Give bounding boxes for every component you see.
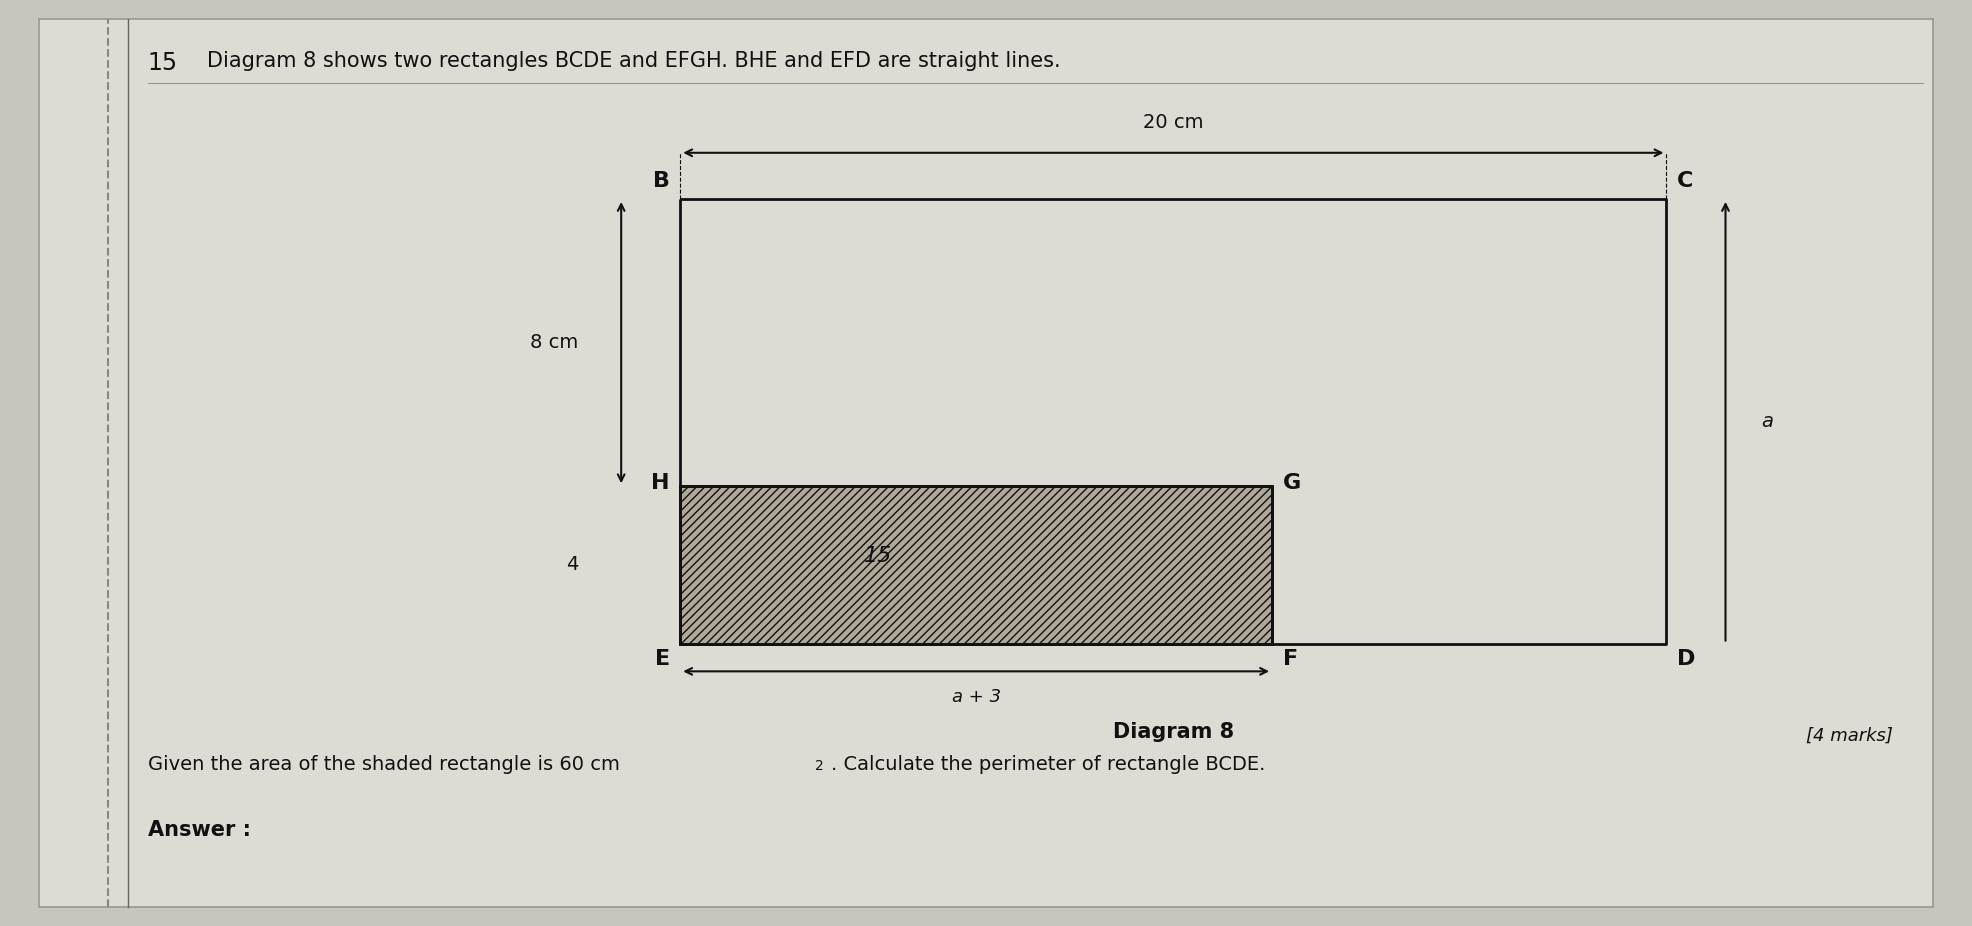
Text: Given the area of the shaded rectangle is 60 cm: Given the area of the shaded rectangle i… [148, 755, 619, 774]
Text: F: F [1282, 648, 1298, 669]
Text: a: a [1761, 412, 1773, 431]
Text: 2: 2 [814, 759, 824, 773]
Text: Diagram 8 shows two rectangles BCDE and EFGH. BHE and EFD are straight lines.: Diagram 8 shows two rectangles BCDE and … [207, 51, 1061, 71]
Text: G: G [1282, 473, 1302, 493]
Text: . Calculate the perimeter of rectangle BCDE.: . Calculate the perimeter of rectangle B… [830, 755, 1266, 774]
Polygon shape [680, 486, 1272, 644]
Text: B: B [653, 170, 670, 191]
Text: 20 cm: 20 cm [1144, 113, 1203, 132]
Text: 4: 4 [566, 556, 578, 574]
Text: C: C [1676, 170, 1694, 191]
Text: 8 cm: 8 cm [530, 333, 578, 352]
Text: [4 marks]: [4 marks] [1806, 727, 1893, 745]
FancyBboxPatch shape [39, 19, 1933, 907]
Text: D: D [1676, 648, 1696, 669]
Text: 15: 15 [864, 545, 891, 566]
Text: E: E [655, 648, 670, 669]
Text: H: H [651, 473, 670, 493]
Text: Diagram 8: Diagram 8 [1112, 722, 1234, 743]
Text: 15: 15 [148, 51, 177, 75]
Text: a + 3: a + 3 [952, 688, 1000, 706]
Text: Answer :: Answer : [148, 820, 250, 840]
